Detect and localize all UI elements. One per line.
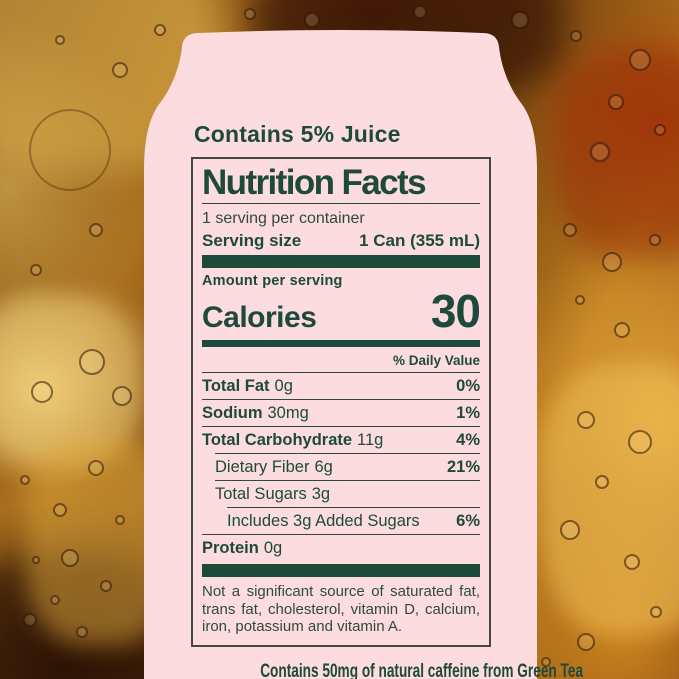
nutrient-row-total-sugars: Total Sugars 3g: [215, 480, 480, 507]
calories-label: Calories: [202, 301, 317, 335]
not-significant-source-note: Not a significant source of saturated fa…: [202, 583, 480, 636]
nutrient-name: Includes 3g Added Sugars: [227, 512, 420, 531]
serving-size-row: Serving size 1 Can (355 mL): [202, 229, 480, 252]
calories-value: 30: [430, 285, 481, 338]
nutrient-row-dietary-fiber: Dietary Fiber 6g 21%: [215, 453, 480, 480]
nutrient-dv: 1%: [456, 404, 480, 423]
red-liquid-patch: [555, 50, 679, 260]
caffeine-note: Contains 50mg of natural caffeine from G…: [260, 659, 584, 679]
nutrient-name: Total Carbohydrate: [202, 431, 353, 450]
nutrient-dv: 21%: [446, 458, 480, 477]
nutrient-dv: 6%: [456, 512, 480, 531]
nutrient-amount: 30mg: [267, 404, 309, 423]
nutrition-facts-title: Nutrition Facts: [202, 163, 427, 202]
thick-divider: [202, 255, 480, 269]
amount-per-serving: Amount per serving: [202, 273, 343, 290]
nutrient-name: Dietary Fiber: [215, 458, 310, 477]
serving-size-label: Serving size: [202, 231, 302, 251]
nutrient-dv: 4%: [456, 431, 480, 450]
nutrient-name: Total Fat: [202, 377, 270, 396]
calories-row: Calories 30: [202, 285, 481, 338]
divider: [202, 203, 480, 205]
nutrient-amount: 0g: [274, 377, 293, 396]
nutrient-row-total-carbohydrate: Total Carbohydrate 11g 4%: [202, 426, 480, 453]
ice-highlight: [540, 365, 679, 635]
medium-divider: [202, 340, 480, 348]
nutrient-row-sodium: Sodium 30mg 1%: [202, 399, 480, 426]
nutrient-name: Protein: [202, 539, 259, 558]
nutrient-amount: 0g: [263, 539, 283, 558]
nutrient-name: Total Sugars: [215, 485, 307, 504]
juice-claim: Contains 5% Juice: [194, 121, 401, 147]
servings-per-container: 1 serving per container: [202, 210, 365, 228]
caffeine-note-wrap: Contains 50mg of natural caffeine from G…: [191, 660, 583, 679]
nutrient-name: Sodium: [202, 404, 263, 423]
nutrient-amount: 3g: [311, 485, 331, 504]
nutrient-row-total-fat: Total Fat 0g 0%: [202, 373, 480, 399]
nutrient-dv: 0%: [456, 377, 480, 396]
nutrient-row-protein: Protein 0g: [202, 534, 480, 561]
nutrient-row-added-sugars: Includes 3g Added Sugars 6%: [227, 507, 480, 534]
nutrition-facts-panel: Nutrition Facts 1 serving per container …: [191, 157, 491, 647]
nutrient-amount: 11g: [357, 431, 384, 450]
daily-value-header: % Daily Value: [202, 350, 480, 374]
nutrition-label: Contains 5% Juice Nutrition Facts 1 serv…: [191, 121, 583, 679]
thick-divider: [202, 564, 480, 578]
serving-size-value: 1 Can (355 mL): [359, 231, 480, 251]
nutrient-amount: 6g: [314, 458, 333, 477]
